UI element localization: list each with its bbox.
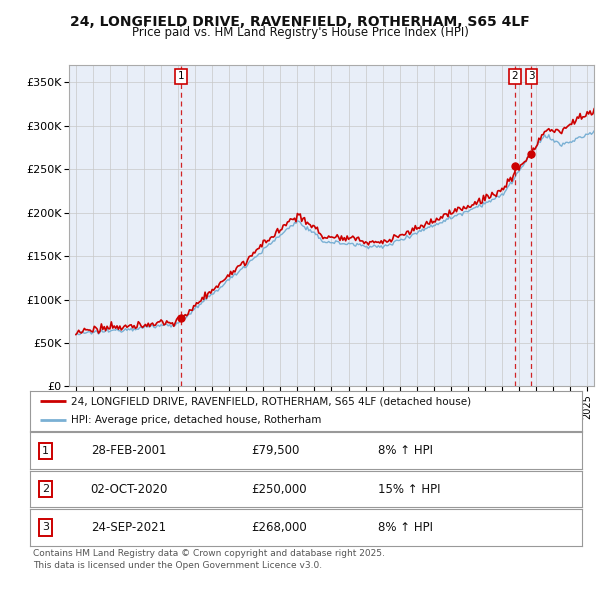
Text: £79,500: £79,500 [251, 444, 299, 457]
Text: 2: 2 [511, 71, 518, 81]
Text: 2: 2 [42, 484, 49, 494]
Text: 1: 1 [42, 446, 49, 455]
Text: £268,000: £268,000 [251, 521, 307, 534]
Text: 15% ↑ HPI: 15% ↑ HPI [378, 483, 440, 496]
Text: £250,000: £250,000 [251, 483, 307, 496]
Text: 8% ↑ HPI: 8% ↑ HPI [378, 521, 433, 534]
Text: 28-FEB-2001: 28-FEB-2001 [91, 444, 166, 457]
Text: Price paid vs. HM Land Registry's House Price Index (HPI): Price paid vs. HM Land Registry's House … [131, 26, 469, 39]
Text: 02-OCT-2020: 02-OCT-2020 [91, 483, 168, 496]
Text: HPI: Average price, detached house, Rotherham: HPI: Average price, detached house, Roth… [71, 415, 322, 425]
Text: 1: 1 [178, 71, 184, 81]
Text: 24-SEP-2021: 24-SEP-2021 [91, 521, 166, 534]
Text: 3: 3 [42, 523, 49, 532]
Text: 3: 3 [528, 71, 535, 81]
Text: 8% ↑ HPI: 8% ↑ HPI [378, 444, 433, 457]
Text: 24, LONGFIELD DRIVE, RAVENFIELD, ROTHERHAM, S65 4LF: 24, LONGFIELD DRIVE, RAVENFIELD, ROTHERH… [70, 15, 530, 30]
Text: 24, LONGFIELD DRIVE, RAVENFIELD, ROTHERHAM, S65 4LF (detached house): 24, LONGFIELD DRIVE, RAVENFIELD, ROTHERH… [71, 396, 472, 407]
Text: Contains HM Land Registry data © Crown copyright and database right 2025.
This d: Contains HM Land Registry data © Crown c… [33, 549, 385, 569]
